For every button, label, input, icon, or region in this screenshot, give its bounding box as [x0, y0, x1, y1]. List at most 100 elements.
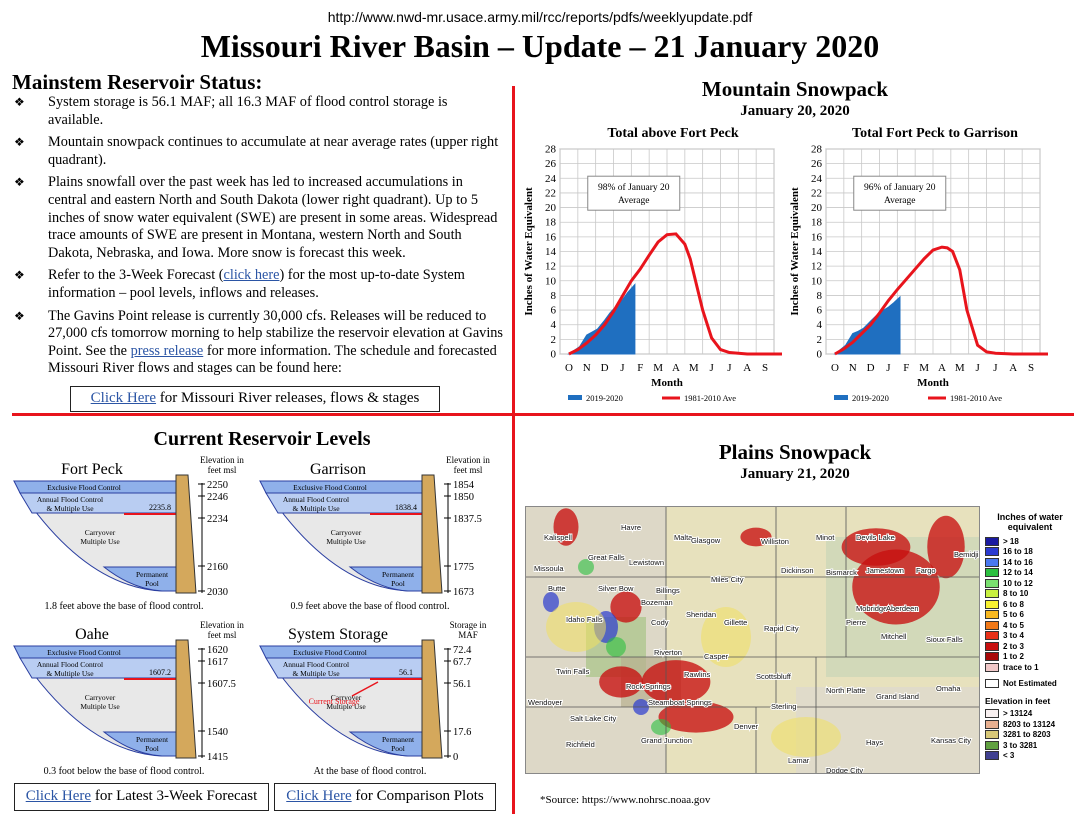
legend-swe-item: 12 to 14	[985, 568, 1075, 579]
legend-swe-item: 5 to 6	[985, 610, 1075, 621]
elev-tick-label: 0	[453, 752, 458, 763]
bullet-storage: ❖ System storage is 56.1 MAF; all 16.3 MA…	[14, 94, 504, 129]
y-tick-label: 8	[551, 290, 557, 302]
y-tick-label: 6	[817, 305, 823, 317]
comparison-button[interactable]: Click Here for Comparison Plots	[274, 783, 496, 811]
city-label: Idaho Falls	[566, 615, 603, 624]
current-level-value: 1838.4	[395, 503, 417, 512]
axis-head: Storage in	[450, 620, 487, 630]
plains-title: Plains Snowpack	[718, 440, 872, 464]
city-label: Sterling	[771, 702, 796, 711]
releases-link[interactable]: Click Here	[90, 390, 157, 406]
legend-swatch	[985, 662, 999, 672]
forecast-link[interactable]: click here	[223, 267, 280, 284]
legend-elev-item: 3281 to 8203	[985, 730, 1075, 741]
y-tick-label: 28	[811, 144, 823, 156]
zone-label: Pool	[145, 744, 159, 753]
elev-tick-label: 17.6	[453, 727, 471, 738]
y-tick-label: 14	[545, 246, 557, 258]
x-tick-label: M	[955, 362, 965, 374]
x-tick-label: M	[653, 362, 663, 374]
city-label: Dickinson	[781, 566, 814, 575]
snow-area	[610, 591, 642, 623]
city-label: Gillette	[724, 618, 747, 627]
city-label: Lewistown	[629, 558, 664, 567]
city-label: Mitchell	[881, 632, 907, 641]
snow-area	[641, 660, 711, 704]
quadrant-divider-vertical	[512, 86, 515, 814]
y-tick-label: 20	[545, 202, 557, 214]
y-tick-label: 14	[811, 246, 823, 258]
elev-tick-label: 72.4	[453, 645, 472, 656]
annotation-box	[587, 175, 681, 211]
city-label: Riverton	[654, 648, 682, 657]
legend-swe-item: > 18	[985, 536, 1075, 547]
x-tick-label: A	[1009, 362, 1017, 374]
axis-head: Elevation in	[200, 455, 244, 465]
legend-title-line: Inches of water	[997, 512, 1063, 522]
city-label: Billings	[656, 586, 680, 595]
forecast-button-link[interactable]: Click Here	[25, 788, 92, 804]
legend-label: Not Estimated	[1003, 678, 1057, 688]
legend-label: 16 to 18	[1003, 547, 1033, 557]
city-label: Great Falls	[588, 553, 625, 562]
y-tick-label: 12	[811, 261, 822, 273]
y-tick-label: 4	[551, 319, 557, 331]
current-level-value: 1607.2	[149, 668, 171, 677]
y-tick-label: 18	[545, 217, 557, 229]
current-level-value: 2235.8	[149, 503, 171, 512]
forecast-button[interactable]: Click Here for Latest 3-Week Forecast	[14, 783, 269, 811]
x-tick-label: D	[867, 362, 875, 374]
elev-tick-label: 1775	[453, 562, 474, 573]
y-axis-label: Inches of Water Equivalent	[789, 187, 801, 316]
y-tick-label: 10	[545, 275, 557, 287]
legend-elev-item: < 3	[985, 751, 1075, 762]
legend-label: < 3	[1003, 751, 1015, 761]
releases-link-rest: for Missouri River releases, flows & sta…	[156, 390, 420, 406]
city-label: Richfield	[566, 740, 595, 749]
city-label: Fargo	[916, 566, 936, 575]
reservoir-note: 1.8 feet above the base of flood control…	[44, 601, 203, 612]
y-tick-label: 12	[545, 261, 556, 273]
bullet-text: Refer to the 3-Week Forecast (	[48, 267, 224, 284]
zone-label: & Multiple Use	[46, 669, 94, 678]
legend-label: 4 to 5	[1003, 620, 1024, 630]
legend-swatch	[985, 678, 999, 688]
snowpack-title: Mountain Snowpack	[701, 77, 889, 101]
y-tick-label: 10	[811, 275, 823, 287]
press-release-link[interactable]: press release	[130, 342, 204, 359]
legend-swatch	[985, 568, 999, 578]
reservoir-levels-title: Current Reservoir Levels	[153, 428, 371, 450]
elev-tick-label: 1617	[207, 657, 228, 668]
city-label: Scottsbluff	[756, 672, 792, 681]
legend-swatch	[985, 589, 999, 599]
city-label: Rapid City	[764, 624, 799, 633]
legend-swatch	[985, 536, 999, 546]
snow-area	[599, 666, 643, 698]
city-label: Casper	[704, 652, 729, 661]
y-tick-label: 6	[551, 305, 557, 317]
series-average-line	[568, 232, 782, 356]
elev-tick-label: 2246	[207, 492, 228, 503]
legend-swatch	[985, 641, 999, 651]
zone-label: Multiple Use	[80, 702, 120, 711]
series-current-area	[833, 295, 901, 355]
comparison-button-link[interactable]: Click Here	[286, 788, 352, 804]
snow-area	[927, 515, 965, 579]
legend-swatch-current	[568, 395, 582, 400]
city-label: Twin Falls	[556, 667, 590, 676]
elev-tick-label: 1673	[453, 587, 474, 598]
x-tick-label: J	[975, 362, 980, 374]
annotation-line-2: Average	[618, 196, 649, 206]
city-label: Cody	[651, 618, 669, 627]
y-tick-label: 28	[545, 144, 557, 156]
elev-tick-label: 1837.5	[453, 514, 482, 525]
city-label: Kansas City	[931, 736, 971, 745]
releases-flows-button[interactable]: Click Here for Missouri River releases, …	[70, 386, 440, 412]
x-tick-label: A	[938, 362, 946, 374]
annotation-line-1: 98% of January 20	[598, 182, 670, 193]
annotation-box	[853, 175, 947, 211]
zone-label: Multiple Use	[80, 537, 120, 546]
